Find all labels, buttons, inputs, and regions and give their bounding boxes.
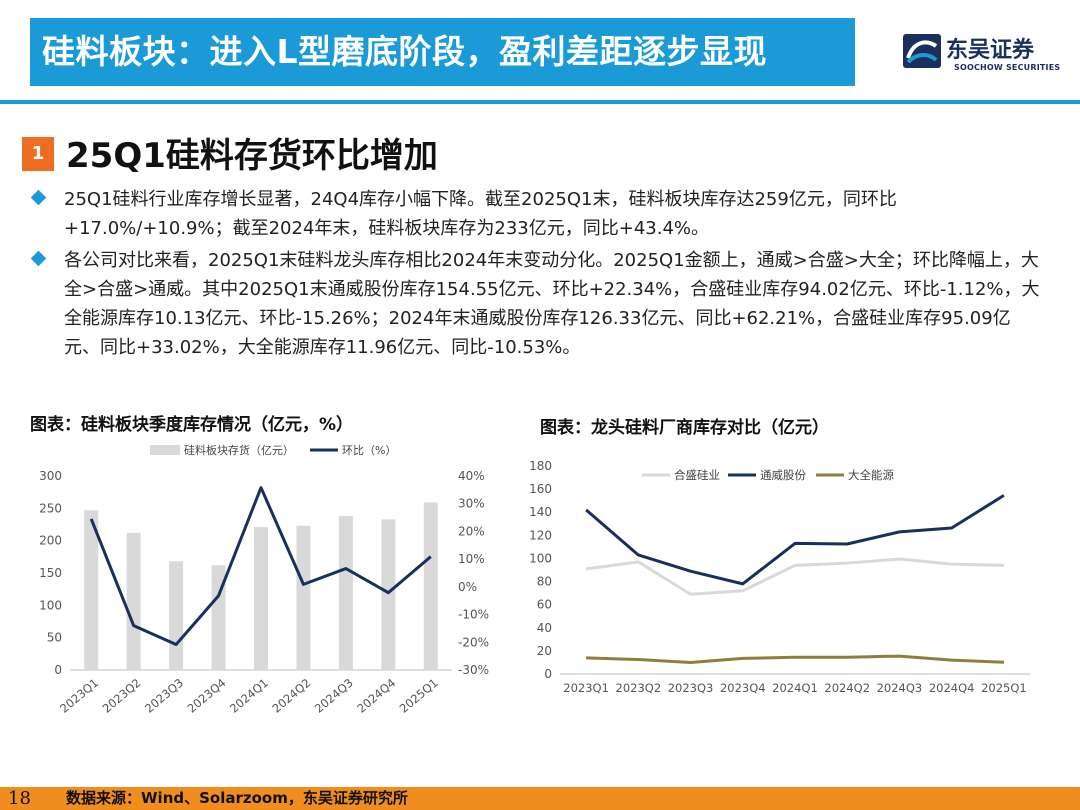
- logo-english-name: SOOCHOW SECURITIES: [954, 63, 1061, 72]
- left-chart-title: 图表：硅料板块季度库存情况（亿元，%）: [30, 415, 354, 435]
- soochow-logo-icon: [903, 34, 941, 68]
- y-tick-right: -30%: [458, 663, 489, 677]
- x-tick-label: 2024Q4: [354, 676, 398, 716]
- y-tick-left: 200: [39, 534, 62, 548]
- y-tick-left: 100: [39, 598, 62, 612]
- y-tick-right: -20%: [458, 635, 489, 649]
- inventory-bar-line-chart: 硅料板块存货（亿元） 环比（%） 0 50 100 150 200 250 300 -30% -20…: [39, 443, 489, 716]
- inventory-bar: [338, 516, 353, 670]
- legend-label-ratio: 环比（%）: [342, 444, 396, 457]
- page-number: 18: [8, 788, 31, 809]
- right-chart-title: 图表：龙头硅料厂商库存对比（亿元）: [540, 418, 829, 438]
- y-tick: 80: [537, 575, 552, 589]
- inventory-bar: [169, 561, 184, 670]
- legend-label-inventory: 硅料板块存货（亿元）: [184, 443, 294, 457]
- x-tick-label: 2025Q1: [981, 681, 1027, 695]
- y-tick-left: 300: [39, 469, 62, 483]
- inventory-bar: [296, 525, 311, 670]
- x-tick-label: 2023Q3: [668, 681, 714, 695]
- footer-bar: [0, 787, 1080, 810]
- y-tick-right: 0%: [458, 580, 477, 594]
- x-tick-label: 2023Q4: [720, 681, 766, 695]
- x-tick-label: 2023Q1: [57, 676, 101, 716]
- bullet-point-1: 25Q1硅料行业库存增长显著，24Q4库存小幅下降。截至2025Q1末，硅料板块…: [30, 185, 1043, 243]
- inventory-bar: [211, 565, 226, 670]
- header-divider: [0, 100, 1080, 104]
- diamond-bullet-icon: [30, 250, 47, 267]
- bullet-text-1: 25Q1硅料行业库存增长显著，24Q4库存小幅下降。截至2025Q1末，硅料板块…: [64, 189, 897, 239]
- x-tick-label: 2023Q1: [563, 681, 609, 695]
- bullet-text-2: 各公司对比来看，2025Q1末硅料龙头库存相比2024年末变动分化。2025Q1…: [64, 250, 1040, 358]
- data-source: 数据来源：Wind、Solarzoom，东吴证券研究所: [66, 789, 408, 807]
- inventory-bar: [381, 519, 396, 670]
- y-tick-right: 30%: [458, 497, 485, 511]
- series-line-1: [585, 557, 1004, 596]
- x-tick-label: 2024Q4: [929, 681, 975, 695]
- y-tick: 180: [529, 459, 552, 473]
- inventory-bar: [423, 502, 438, 670]
- inventory-bar: [84, 510, 99, 670]
- legend-swatch-inventory: [150, 445, 180, 455]
- y-tick-right: 20%: [458, 524, 485, 538]
- y-tick-left: 0: [54, 663, 62, 677]
- legend-label-3: 大全能源: [848, 468, 894, 482]
- ratio-line: [89, 486, 432, 647]
- y-tick: 100: [529, 551, 552, 565]
- inventory-bar: [254, 527, 268, 670]
- x-tick-label: 2024Q2: [824, 681, 870, 695]
- legend-label-1: 合盛硅业: [674, 468, 720, 482]
- x-tick-label: 2023Q2: [616, 681, 662, 695]
- y-tick-right: 10%: [458, 552, 485, 566]
- y-tick: 60: [537, 598, 552, 612]
- x-tick-label: 2025Q1: [397, 676, 441, 716]
- x-tick-label: 2024Q3: [312, 676, 356, 716]
- legend-label-2: 通威股份: [760, 468, 806, 482]
- y-tick: 160: [529, 482, 552, 496]
- section-number: 1: [22, 137, 54, 171]
- y-tick: 140: [529, 505, 552, 519]
- y-tick: 20: [537, 644, 552, 658]
- y-tick: 40: [537, 621, 552, 635]
- leader-inventory-line-chart: 0 20 40 60 80 100 120 140 160 180 合盛硅业 通威股份 大全能源 2023…: [529, 459, 1030, 695]
- y-tick-left: 150: [39, 566, 62, 580]
- company-logo: 东吴证券 SOOCHOW SECURITIES: [902, 30, 1062, 76]
- x-tick-label: 2024Q1: [772, 681, 818, 695]
- logo-name: 东吴证券: [946, 38, 1035, 63]
- bullet-point-2: 各公司对比来看，2025Q1末硅料龙头库存相比2024年末变动分化。2025Q1…: [30, 246, 1043, 362]
- y-tick-right: 40%: [458, 469, 485, 483]
- x-tick-label: 2024Q3: [877, 681, 923, 695]
- x-tick-label: 2023Q4: [185, 676, 229, 716]
- x-tick-label: 2024Q1: [227, 676, 271, 716]
- x-tick-label: 2024Q2: [269, 676, 313, 716]
- y-tick: 0: [544, 667, 552, 681]
- page-title: 硅料板块：进入L型磨底阶段，盈利差距逐步显现: [30, 18, 855, 86]
- x-tick-label: 2023Q3: [142, 676, 186, 716]
- diamond-bullet-icon: [30, 189, 47, 206]
- y-tick-left: 250: [39, 501, 62, 515]
- y-tick-left: 50: [47, 631, 62, 645]
- y-tick: 120: [529, 528, 552, 542]
- section-title: 25Q1硅料存货环比增加: [66, 136, 438, 176]
- y-tick-right: -10%: [458, 608, 489, 622]
- series-line-2: [585, 494, 1005, 586]
- x-tick-label: 2023Q2: [100, 676, 144, 716]
- series-line-3: [586, 654, 1004, 664]
- inventory-bar: [126, 532, 141, 670]
